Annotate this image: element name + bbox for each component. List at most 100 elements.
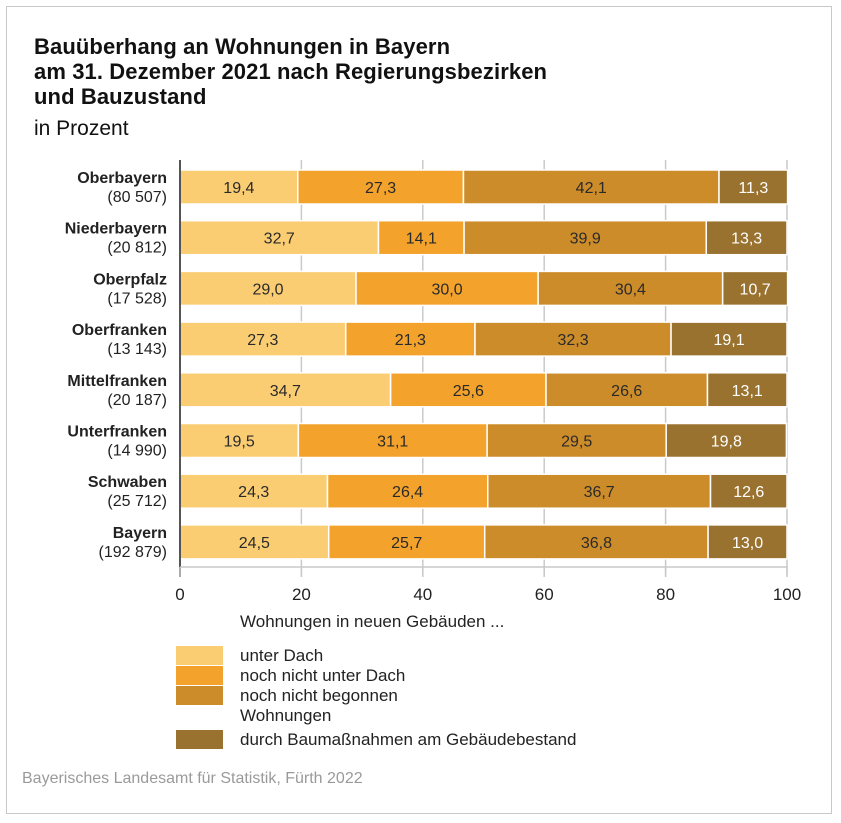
legend-item-noch-nicht-unter-dach: noch nicht unter Dach xyxy=(176,666,776,686)
legend-item-unter-dach: unter Dach xyxy=(176,646,776,666)
bar-label-oberbayern-unter-dach: 19,4 xyxy=(223,180,254,197)
x-axis: 0 20 40 60 80 100 xyxy=(175,160,801,604)
category-count-oberbayern: (80 507) xyxy=(107,189,167,206)
bar-mittelfranken-durch-baumassnahmen-am-gebaeudebestand xyxy=(706,372,788,408)
bar-mittelfranken-noch-nicht-begonnen xyxy=(545,372,709,408)
bar-label-niederbayern-unter-dach: 32,7 xyxy=(264,231,295,248)
bar-unterfranken-noch-nicht-begonnen xyxy=(486,422,667,459)
legend-swatch-noch-nicht-begonnen xyxy=(176,686,223,705)
legend-label-unter-dach: unter Dach xyxy=(240,646,324,665)
chart-title: Bauüberhang an Wohnungen in Bayern am 31… xyxy=(34,34,547,109)
bar-label-oberfranken-durch-baumassnahmen-am-gebaeudebestand: 19,1 xyxy=(713,332,744,349)
category-label-schwaben: Schwaben xyxy=(88,474,167,491)
bar-label-unterfranken-durch-baumassnahmen-am-gebaeudebestand: 19,8 xyxy=(711,434,742,451)
bar-bayern-noch-nicht-unter-dach xyxy=(327,524,486,560)
bar-oberbayern-durch-baumassnahmen-am-gebaeudebestand xyxy=(718,169,789,205)
bar-niederbayern-durch-baumassnahmen-am-gebaeudebestand xyxy=(705,219,788,256)
bar-bayern-unter-dach xyxy=(179,524,330,560)
bar-schwaben-unter-dach xyxy=(179,473,329,509)
bar-label-bayern-durch-baumassnahmen-am-gebaeudebestand: 13,0 xyxy=(732,535,763,552)
legend-item-gebaeudebestand: durch Baumaßnahmen am Gebäudebestand xyxy=(176,730,776,750)
x-tick-label-0: 0 xyxy=(175,585,184,604)
bar-label-mittelfranken-durch-baumassnahmen-am-gebaeudebestand: 13,1 xyxy=(732,383,763,400)
bar-label-oberfranken-noch-nicht-begonnen: 32,3 xyxy=(557,332,588,349)
bar-schwaben-noch-nicht-unter-dach xyxy=(326,473,489,509)
bar-label-niederbayern-noch-nicht-begonnen: 39,9 xyxy=(570,231,601,248)
chart-title-line-2: am 31. Dezember 2021 nach Regierungsbezi… xyxy=(34,59,548,84)
bar-label-oberpfalz-durch-baumassnahmen-am-gebaeudebestand: 10,7 xyxy=(740,281,771,298)
bar-bayern-noch-nicht-begonnen xyxy=(483,524,709,560)
bar-label-mittelfranken-noch-nicht-begonnen: 26,6 xyxy=(611,383,642,400)
source-note: Bayerisches Landesamt für Statistik, Für… xyxy=(22,770,363,787)
chart-frame xyxy=(6,6,832,814)
category-labels: Oberbayern (80 507) Niederbayern (20 812) Ob… xyxy=(65,170,167,561)
legend-swatch-gebaeudebestand xyxy=(176,730,223,749)
chart-title-line-1: Bauüberhang an Wohnungen in Bayern xyxy=(34,34,451,59)
bar-label-schwaben-durch-baumassnahmen-am-gebaeudebestand: 12,6 xyxy=(733,484,764,501)
bar-label-mittelfranken-noch-nicht-unter-dach: 25,6 xyxy=(453,383,484,400)
bar-oberpfalz-noch-nicht-begonnen xyxy=(537,270,724,307)
bar-labels: 19,4 27,3 42,1 11,3 32,7 14,1 39,9 13,3 29,0 30,0… xyxy=(223,180,770,552)
bar-label-bayern-noch-nicht-unter-dach: 25,7 xyxy=(391,535,422,552)
bar-mittelfranken-noch-nicht-unter-dach xyxy=(389,372,547,408)
legend-group1-header: Wohnungen in neuen Gebäuden ... xyxy=(240,612,505,631)
bar-label-schwaben-noch-nicht-unter-dach: 26,4 xyxy=(392,484,423,501)
category-label-oberbayern: Oberbayern xyxy=(77,170,167,187)
bar-label-schwaben-unter-dach: 24,3 xyxy=(238,484,269,501)
bar-oberfranken-unter-dach xyxy=(179,321,347,357)
bar-label-niederbayern-noch-nicht-unter-dach: 14,1 xyxy=(406,231,437,248)
bar-schwaben-noch-nicht-begonnen xyxy=(486,473,712,509)
legend-label-gebaeudebestand: durch Baumaßnahmen am Gebäudebestand xyxy=(240,730,577,749)
bar-mittelfranken-unter-dach xyxy=(179,372,392,408)
bar-label-bayern-noch-nicht-begonnen: 36,8 xyxy=(581,535,612,552)
category-count-mittelfranken: (20 187) xyxy=(107,392,167,409)
bar-label-niederbayern-durch-baumassnahmen-am-gebaeudebestand: 13,3 xyxy=(731,231,762,248)
category-label-bayern: Bayern xyxy=(113,525,167,542)
bar-label-oberbayern-noch-nicht-begonnen: 42,1 xyxy=(576,180,607,197)
bar-schwaben-durch-baumassnahmen-am-gebaeudebestand xyxy=(709,473,788,509)
category-label-niederbayern: Niederbayern xyxy=(65,221,167,238)
bar-label-oberbayern-noch-nicht-unter-dach: 27,3 xyxy=(365,180,396,197)
bar-label-mittelfranken-unter-dach: 34,7 xyxy=(270,383,301,400)
bars xyxy=(179,169,789,560)
bar-label-unterfranken-unter-dach: 19,5 xyxy=(224,434,255,451)
bar-oberpfalz-noch-nicht-unter-dach xyxy=(355,270,539,307)
legend-swatch-unter-dach xyxy=(176,646,223,665)
x-tick-label-60: 60 xyxy=(535,585,554,604)
legend-label-noch-nicht-begonnen: noch nicht begonnen xyxy=(240,686,398,705)
bar-label-unterfranken-noch-nicht-unter-dach: 31,1 xyxy=(377,434,408,451)
bar-bayern-durch-baumassnahmen-am-gebaeudebestand xyxy=(707,524,788,560)
legend-label-noch-nicht-unter-dach: noch nicht unter Dach xyxy=(240,666,406,685)
category-count-schwaben: (25 712) xyxy=(107,493,167,510)
bar-unterfranken-durch-baumassnahmen-am-gebaeudebestand xyxy=(665,422,788,459)
bar-label-oberfranken-noch-nicht-unter-dach: 21,3 xyxy=(395,332,426,349)
chart-title-line-3: und Bauzustand xyxy=(34,84,207,109)
bar-label-oberfranken-unter-dach: 27,3 xyxy=(247,332,278,349)
bar-oberfranken-noch-nicht-unter-dach xyxy=(344,321,476,357)
x-tick-label-40: 40 xyxy=(413,585,432,604)
bar-oberpfalz-durch-baumassnahmen-am-gebaeudebestand xyxy=(721,270,789,307)
chart-subtitle: in Prozent xyxy=(34,117,129,140)
bar-label-oberpfalz-noch-nicht-begonnen: 30,4 xyxy=(615,281,646,298)
bar-label-oberbayern-durch-baumassnahmen-am-gebaeudebestand: 11,3 xyxy=(738,180,768,197)
bar-label-schwaben-noch-nicht-begonnen: 36,7 xyxy=(584,484,615,501)
bar-label-bayern-unter-dach: 24,5 xyxy=(239,535,270,552)
bar-niederbayern-noch-nicht-unter-dach xyxy=(377,219,465,256)
x-tick-label-20: 20 xyxy=(292,585,311,604)
category-count-bayern: (192 879) xyxy=(99,544,168,561)
category-count-unterfranken: (14 990) xyxy=(107,443,167,460)
category-label-mittelfranken: Mittelfranken xyxy=(67,373,167,390)
x-tick-label-100: 100 xyxy=(773,585,801,604)
bar-label-oberpfalz-noch-nicht-unter-dach: 30,0 xyxy=(432,281,463,298)
bar-label-oberpfalz-unter-dach: 29,0 xyxy=(252,281,283,298)
category-label-oberpfalz: Oberpfalz xyxy=(93,271,167,288)
category-count-oberfranken: (13 143) xyxy=(107,341,167,358)
category-label-unterfranken: Unterfranken xyxy=(67,424,167,441)
bar-label-unterfranken-noch-nicht-begonnen: 29,5 xyxy=(561,434,592,451)
category-count-niederbayern: (20 812) xyxy=(107,240,167,257)
bar-unterfranken-unter-dach xyxy=(179,422,300,459)
category-label-oberfranken: Oberfranken xyxy=(72,322,167,339)
legend-item-noch-nicht-begonnen: noch nicht begonnen xyxy=(176,686,776,706)
legend-swatch-noch-nicht-unter-dach xyxy=(176,666,223,685)
